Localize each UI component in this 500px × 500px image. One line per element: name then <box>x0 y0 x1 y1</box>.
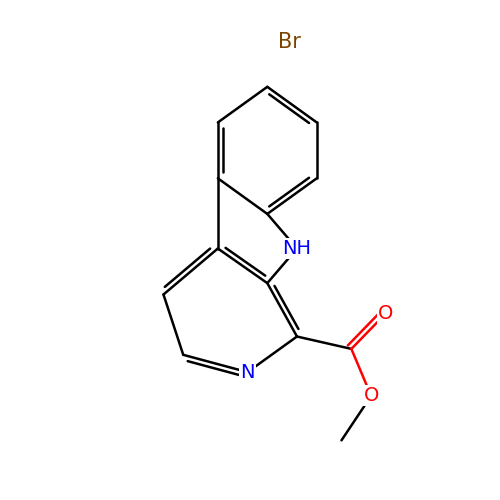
Text: O: O <box>378 304 394 323</box>
Text: O: O <box>364 386 379 406</box>
Text: N: N <box>240 362 255 382</box>
Text: NH: NH <box>282 239 312 258</box>
Text: Br: Br <box>278 32 301 52</box>
